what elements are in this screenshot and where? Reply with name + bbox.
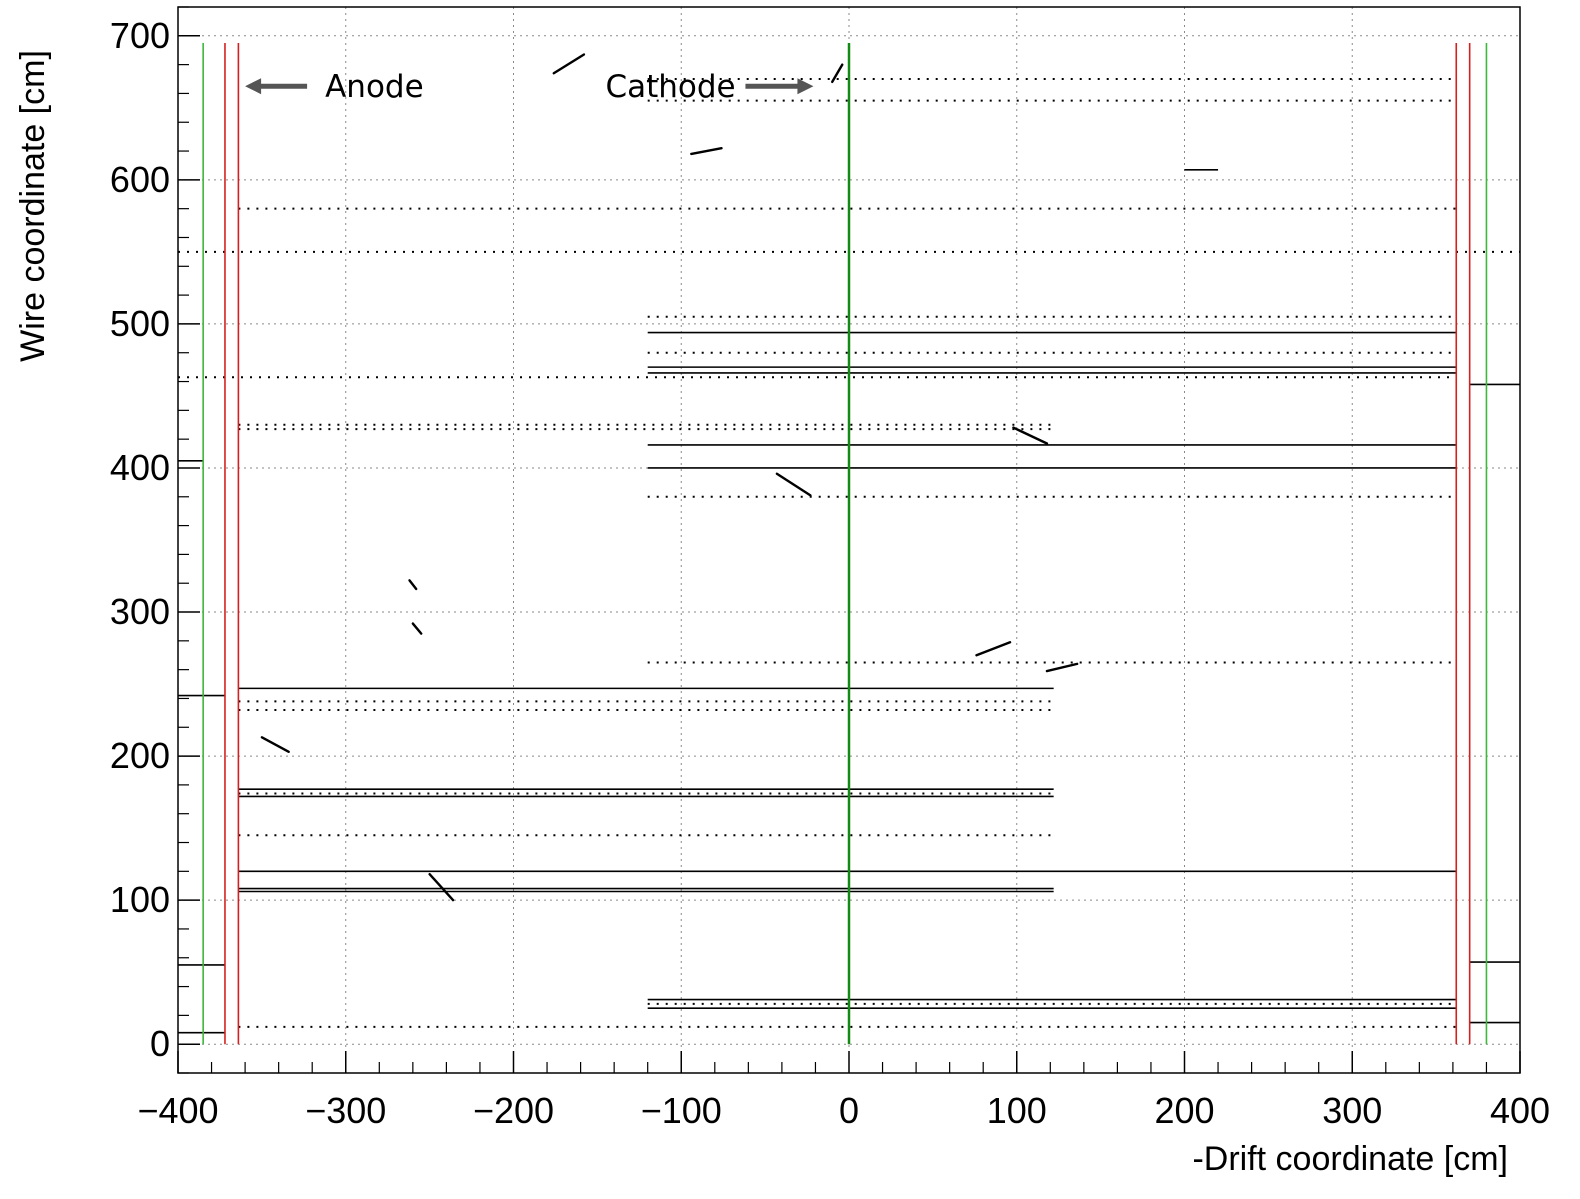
annotations: Anode Cathode: [245, 69, 814, 105]
track: [975, 641, 1012, 657]
y-tick-label: 300: [110, 591, 170, 632]
x-tick-label: −100: [641, 1090, 722, 1131]
x-tick-label: 200: [1154, 1090, 1214, 1131]
track: [428, 873, 455, 902]
track: [552, 53, 586, 75]
cathode-label: Cathode: [605, 69, 735, 105]
track: [831, 63, 844, 84]
arrow-head: [245, 78, 262, 95]
y-tick-label: 400: [110, 447, 170, 488]
track: [408, 579, 418, 591]
x-tick-label: −300: [305, 1090, 386, 1131]
x-axis-ticks: −400 −300 −200 −100 0 100 200 300 400: [137, 1051, 1550, 1131]
track: [690, 146, 723, 156]
arrow-head: [797, 78, 814, 95]
particle-tracks: [260, 53, 1079, 902]
x-axis-title: -Drift coordinate [cm]: [1192, 1140, 1508, 1178]
y-tick-label: 0: [150, 1023, 170, 1064]
track: [1012, 426, 1049, 445]
track: [775, 472, 812, 497]
y-axis-title: Wire coordinate [cm]: [14, 50, 52, 362]
y-tick-label: 500: [110, 303, 170, 344]
y-axis-ticks: 0 100 200 300 400 500 600 700: [110, 6, 200, 1074]
x-tick-label: 400: [1490, 1090, 1550, 1131]
detector-boundaries: [202, 43, 1488, 1045]
x-tick-label: −200: [473, 1090, 554, 1131]
track: [411, 622, 423, 635]
y-tick-label: 100: [110, 879, 170, 920]
hit-lines: [178, 168, 1520, 1034]
y-tick-label: 700: [110, 15, 170, 56]
y-tick-label: 200: [110, 735, 170, 776]
track: [260, 736, 290, 753]
x-tick-label: 100: [987, 1090, 1047, 1131]
x-tick-label: 0: [839, 1090, 859, 1131]
x-tick-label: −400: [137, 1090, 218, 1131]
hit-rows: [178, 78, 1520, 1028]
x-tick-label: 300: [1322, 1090, 1382, 1131]
anode-label: Anode: [325, 69, 424, 105]
y-tick-label: 600: [110, 159, 170, 200]
track: [1045, 662, 1079, 673]
